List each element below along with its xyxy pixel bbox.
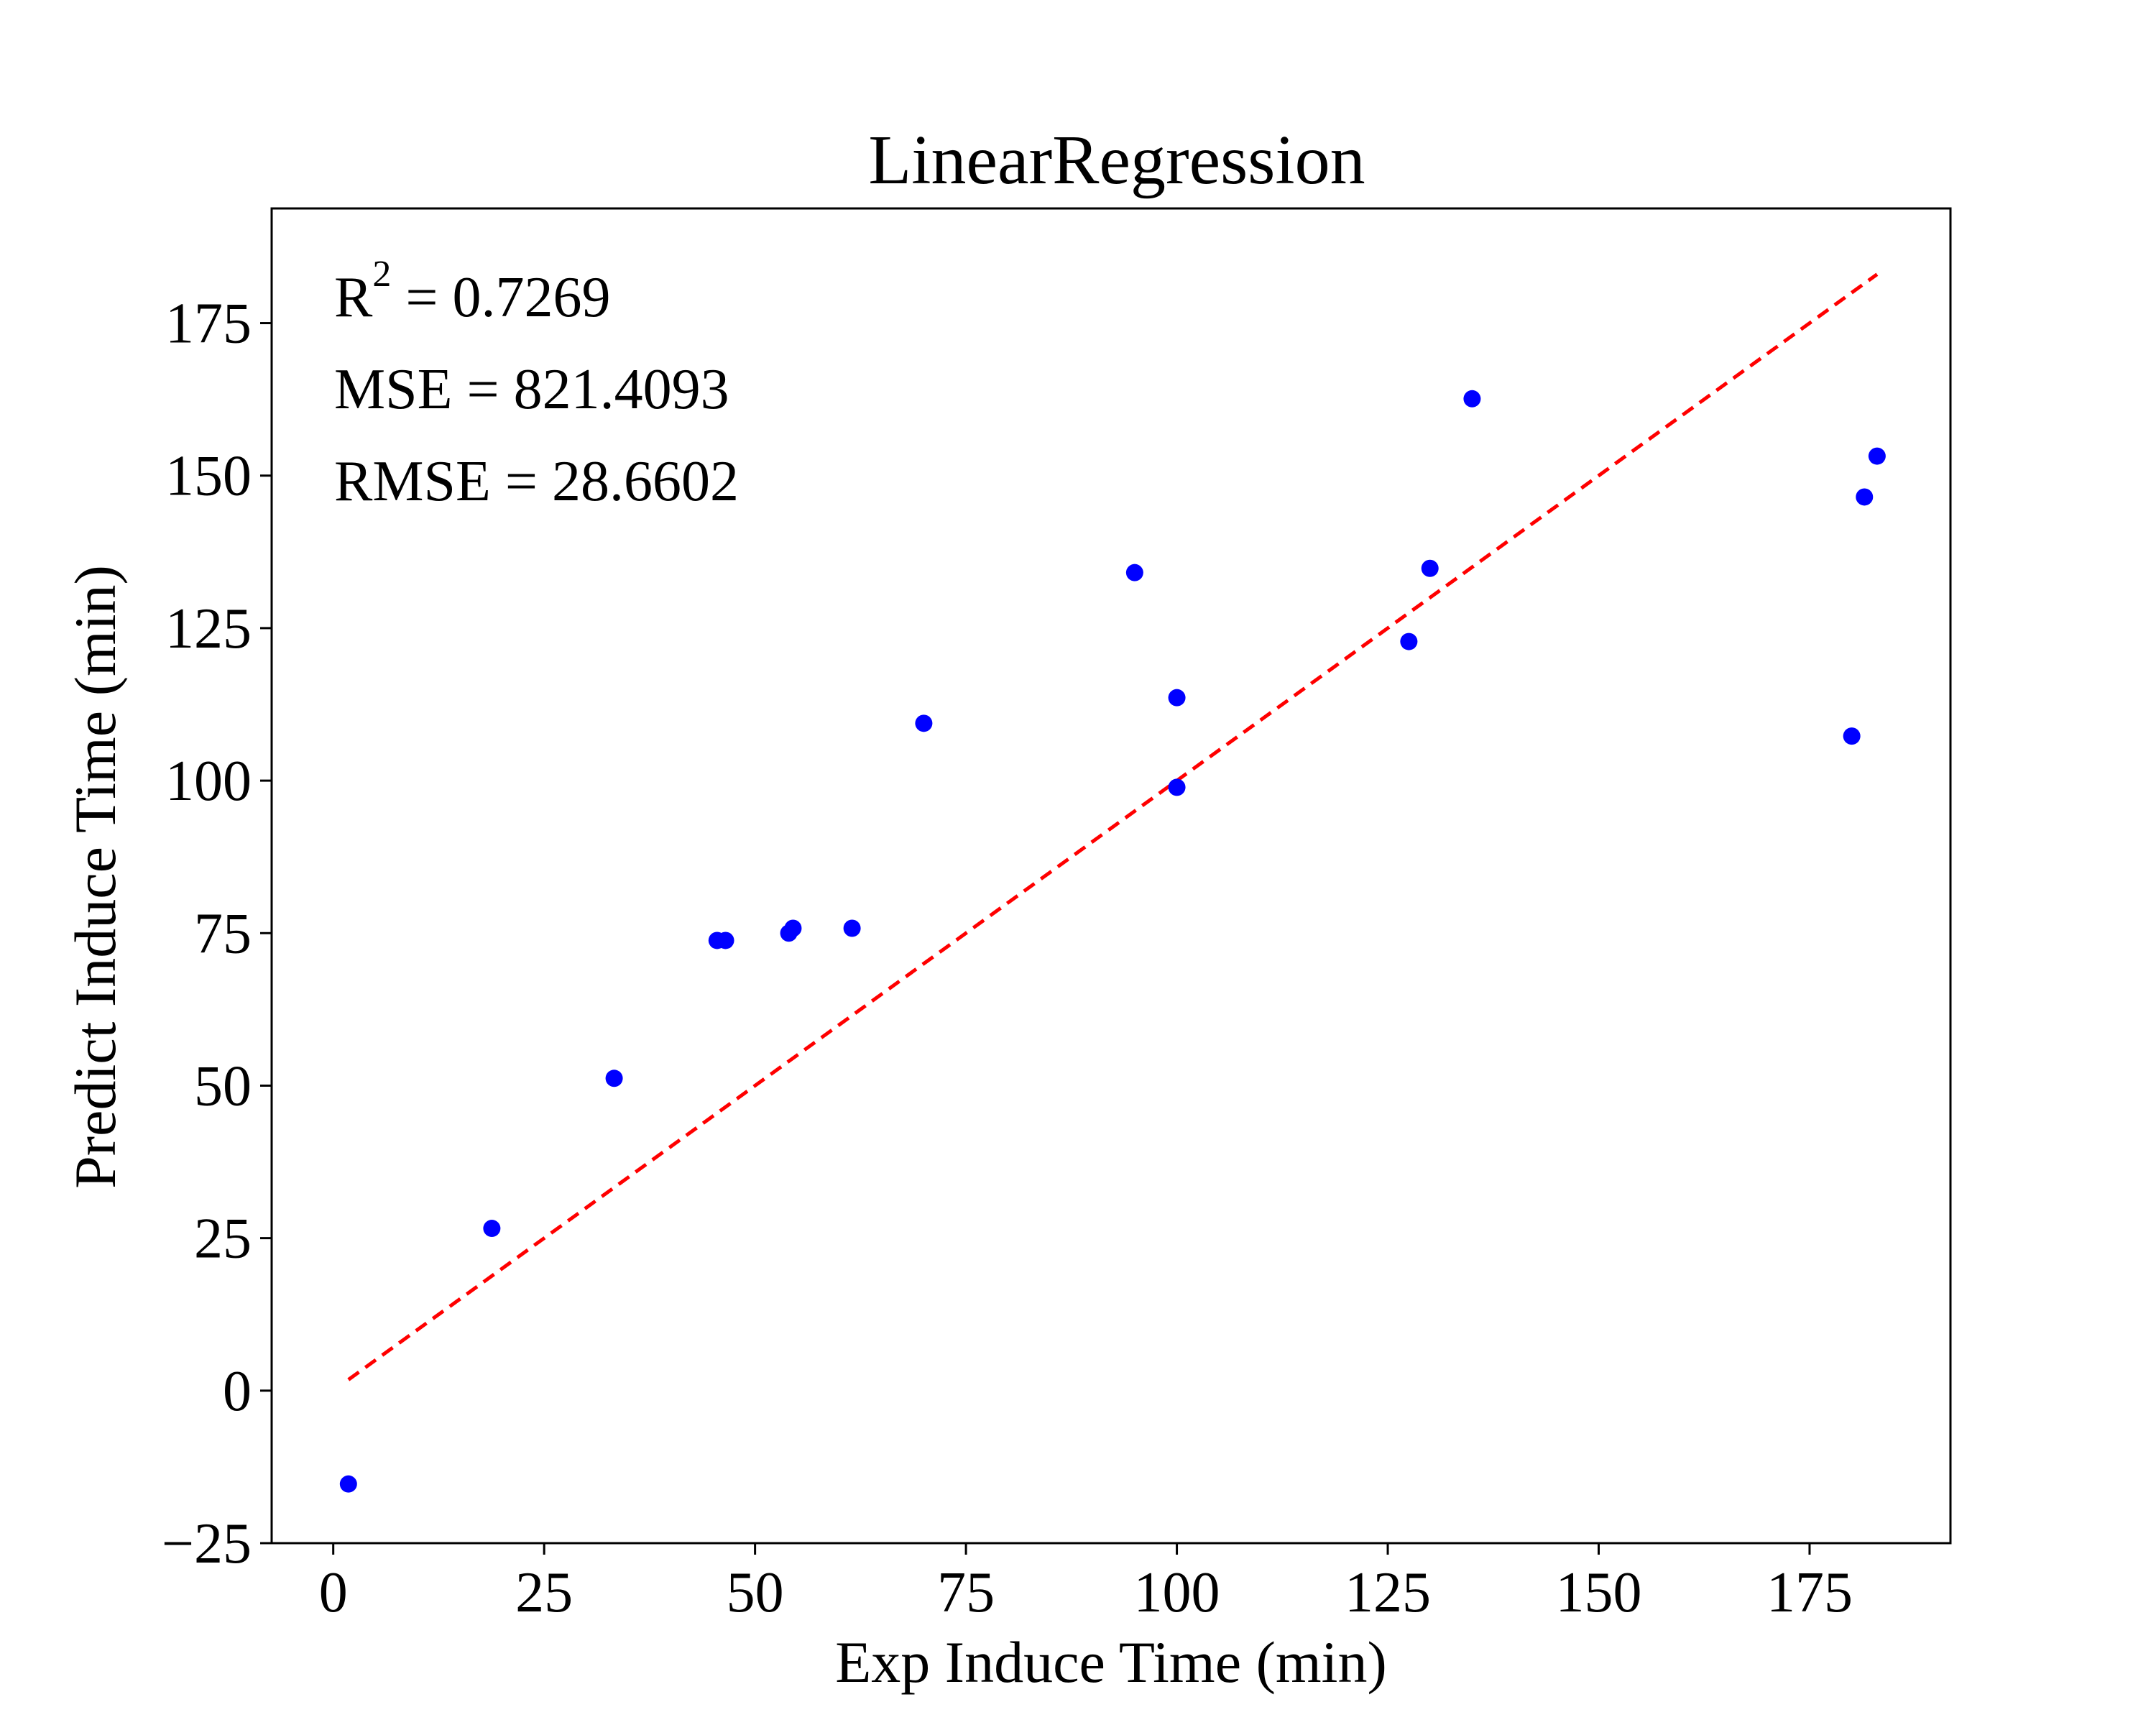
y-tick-label: 0 (223, 1360, 252, 1423)
stat-superscript: 2 (372, 254, 391, 295)
scatter-point-11 (1168, 689, 1186, 707)
x-tick-label: 75 (937, 1561, 995, 1624)
scatter-point-18 (1868, 447, 1886, 465)
stat-label: RMSE (334, 450, 491, 513)
y-tick-label: 125 (165, 597, 252, 661)
y-axis-label: Predict Induce Time (min) (63, 565, 128, 1189)
stat-value: = 821.4093 (453, 358, 729, 421)
stat-label: R (334, 266, 373, 329)
scatter-point-17 (1856, 488, 1874, 506)
y-tick-label: 75 (194, 902, 252, 965)
stat-value: = 0.7269 (391, 266, 610, 329)
stat-line: MSE = 821.4093 (334, 358, 729, 421)
y-tick-label: −25 (162, 1512, 252, 1576)
x-tick-label: 175 (1766, 1561, 1853, 1624)
x-tick-label: 150 (1555, 1561, 1641, 1624)
scatter-point-13 (1400, 632, 1418, 650)
scatter-point-15 (1463, 390, 1481, 408)
scatter-point-16 (1843, 727, 1861, 745)
scatter-point-14 (1421, 559, 1439, 577)
scatter-point-7 (784, 919, 802, 937)
scatter-point-8 (843, 919, 861, 937)
x-axis: 0 25 50 75 100 125 150 175 (319, 1543, 1853, 1624)
plot-marks (339, 272, 1886, 1493)
chart-title: LinearRegression (868, 121, 1365, 199)
y-tick-label: 25 (194, 1208, 252, 1271)
scatter-point-3 (605, 1070, 623, 1087)
y-tick-label: 150 (165, 445, 252, 508)
x-tick-label: 0 (319, 1561, 348, 1624)
x-tick-label: 25 (515, 1561, 573, 1624)
y-tick-label: 175 (165, 293, 252, 356)
plot-area-frame (270, 207, 1952, 1545)
y-axis: −25 0 25 50 75 100 125 150 175 (162, 293, 272, 1576)
scatter-point-2 (483, 1220, 501, 1238)
x-tick-label: 125 (1345, 1561, 1431, 1624)
scatter-point-5 (717, 932, 734, 949)
stat-line: R2 = 0.7269 (334, 254, 610, 329)
stat-label: MSE (334, 358, 453, 421)
y-tick-label: 50 (194, 1054, 252, 1118)
reference-line (347, 272, 1879, 1381)
x-tick-label: 50 (727, 1561, 784, 1624)
stat-value: = 28.6602 (491, 450, 739, 513)
scatter-point-9 (915, 714, 933, 732)
scatter-point-12 (1168, 778, 1186, 796)
x-tick-label: 100 (1134, 1561, 1220, 1624)
scatter-point-10 (1125, 564, 1143, 581)
stat-line: RMSE = 28.6602 (334, 450, 739, 513)
scatter-point-1 (339, 1475, 357, 1493)
x-axis-label: Exp Induce Time (min) (835, 1629, 1387, 1695)
y-tick-label: 100 (165, 750, 252, 813)
